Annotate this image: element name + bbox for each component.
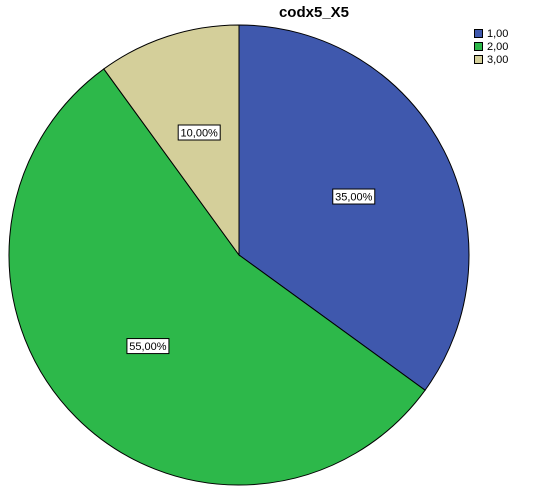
legend-item: 1,00 <box>474 27 508 40</box>
legend-item: 3,00 <box>474 53 508 66</box>
chart-title: codx5_X5 <box>278 4 350 21</box>
legend-swatch <box>474 55 483 64</box>
data-label-text: 55,00% <box>129 341 167 353</box>
data-label-box <box>177 124 221 141</box>
legend-swatch <box>474 29 483 38</box>
pie-slice <box>8 68 426 486</box>
legend: 1,00 2,00 3,00 <box>474 27 508 66</box>
data-label-box <box>126 338 170 355</box>
legend-swatch <box>474 42 483 51</box>
data-label: 10,00% <box>177 124 221 141</box>
legend-label: 1,00 <box>487 27 509 40</box>
legend-item: 2,00 <box>474 40 508 53</box>
pie-slice <box>103 24 240 257</box>
data-label-text: 10,00% <box>181 128 219 140</box>
pie-slice <box>238 24 470 391</box>
legend-label: 3,00 <box>487 53 509 66</box>
legend-label: 2,00 <box>487 40 509 53</box>
data-label: 55,00% <box>126 338 170 355</box>
data-label-box <box>332 188 376 205</box>
data-label-text: 35,00% <box>335 192 373 204</box>
data-label: 35,00% <box>332 188 376 205</box>
